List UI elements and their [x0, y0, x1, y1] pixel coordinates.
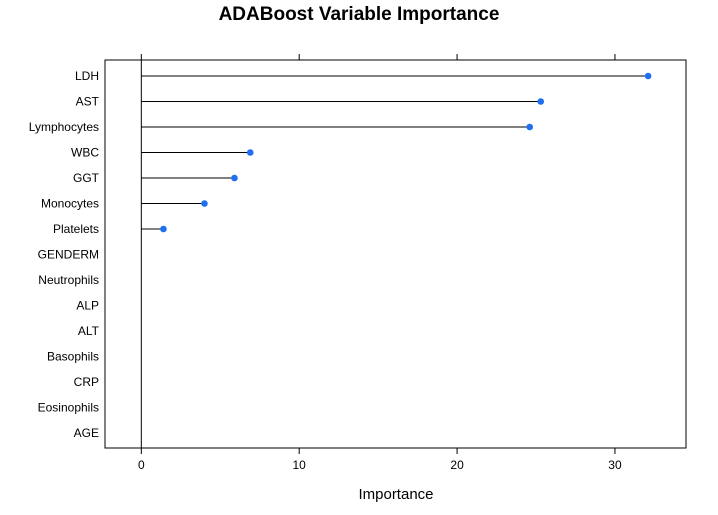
importance-point — [201, 200, 208, 207]
category-label: Basophils — [47, 350, 99, 364]
category-label: Lymphocytes — [29, 120, 99, 134]
chart-title: ADABoost Variable Importance — [218, 4, 500, 25]
category-label: LDH — [75, 69, 99, 83]
category-label: ALP — [76, 299, 99, 313]
category-label: GENDERM — [38, 248, 99, 262]
importance-point — [160, 225, 167, 233]
importance-point — [644, 72, 652, 80]
importance-point — [526, 123, 533, 131]
category-label: GGT — [73, 171, 100, 185]
category-label: AGE — [74, 426, 99, 440]
importance-point — [537, 98, 545, 105]
x-tick-label: 0 — [138, 458, 145, 472]
importance-point — [231, 174, 238, 182]
x-tick-label: 10 — [293, 458, 307, 472]
category-label: WBC — [71, 146, 99, 160]
category-label: Platelets — [53, 222, 99, 236]
importance-point — [246, 149, 254, 156]
x-tick-label: 30 — [608, 458, 622, 472]
x-axis-label: Importance — [358, 486, 433, 503]
category-label: Eosinophils — [38, 401, 99, 415]
category-label: ALT — [78, 324, 100, 338]
category-label: Monocytes — [41, 197, 99, 211]
category-label: Neutrophils — [38, 273, 99, 287]
category-label: CRP — [74, 375, 99, 389]
x-tick-label: 20 — [450, 458, 464, 472]
category-label: AST — [76, 95, 100, 109]
plot-frame — [104, 59, 687, 449]
